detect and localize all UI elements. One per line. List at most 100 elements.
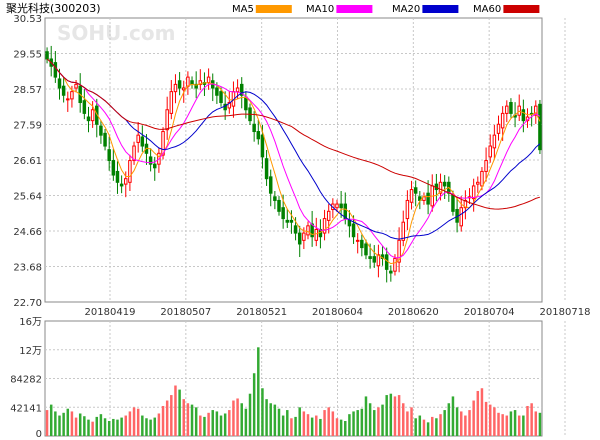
- volume-bar: [128, 411, 132, 436]
- candle-body: [492, 134, 497, 149]
- volume-bar: [74, 417, 78, 436]
- volume-bar: [132, 407, 136, 436]
- volume-bar: [373, 410, 376, 436]
- volume-bar: [178, 389, 181, 436]
- ma60-line: [46, 58, 541, 210]
- volume-bar: [319, 418, 322, 436]
- candle-body: [281, 207, 285, 220]
- legend-swatch-ma20: [422, 5, 459, 13]
- volume-tick-label: 84282: [10, 375, 42, 386]
- volume-bar: [381, 404, 384, 436]
- volume-bar: [414, 418, 417, 436]
- candle-body: [335, 203, 339, 209]
- volume-bar: [335, 418, 339, 436]
- candle-body: [256, 131, 261, 140]
- volume-bar: [426, 422, 430, 436]
- stock-title: 聚光科技(300203): [6, 1, 101, 15]
- price-tick-label: 27.59: [13, 121, 42, 132]
- candle-body: [364, 243, 368, 256]
- volume-bar: [211, 410, 214, 436]
- candle-body: [459, 207, 463, 227]
- volume-bar: [402, 403, 405, 436]
- candle-body: [182, 87, 186, 91]
- candle-body: [153, 163, 157, 169]
- legend-swatch-ma60: [503, 5, 540, 13]
- volume-bar: [385, 395, 388, 436]
- volume-bar: [170, 395, 173, 436]
- volume-bar: [149, 419, 152, 436]
- volume-bar: [190, 404, 194, 436]
- legend-swatch-ma5: [255, 5, 292, 13]
- volume-bar: [199, 415, 202, 436]
- volume-bar: [228, 410, 231, 436]
- volume-bar: [236, 398, 239, 436]
- volume-bar: [87, 419, 90, 436]
- volume-bar: [447, 403, 451, 436]
- volume-bar: [203, 416, 206, 436]
- candle-body: [140, 136, 145, 147]
- volume-bar: [418, 415, 422, 436]
- volume-bar: [232, 400, 235, 436]
- candle-body: [103, 132, 107, 147]
- volume-bar: [78, 413, 82, 436]
- volume-bar: [145, 418, 148, 436]
- price-tick-label: 23.68: [13, 263, 42, 274]
- volume-bar: [513, 410, 517, 436]
- volume-bar: [273, 404, 277, 436]
- legend-label-ma20: MA20: [392, 4, 420, 15]
- candle-body: [438, 181, 443, 194]
- price-tick-label: 24.66: [13, 227, 42, 238]
- candle-body: [124, 178, 128, 185]
- volume-bar: [174, 385, 177, 436]
- volume-bar: [70, 411, 74, 436]
- volume-bar: [534, 411, 538, 436]
- candle-body: [128, 160, 132, 183]
- candle-body: [413, 187, 418, 194]
- candle-body: [61, 85, 66, 96]
- volume-bar: [112, 418, 115, 436]
- candle-body: [161, 131, 165, 156]
- volume-bar: [530, 403, 533, 436]
- candle-body: [480, 170, 484, 187]
- volume-bar: [422, 419, 426, 436]
- candle-body: [401, 221, 405, 241]
- candle-body: [82, 100, 87, 114]
- volume-bar: [298, 407, 301, 436]
- volume-bar: [348, 414, 351, 436]
- candle-body: [111, 160, 116, 176]
- candle-body: [285, 219, 290, 223]
- volume-bar: [484, 401, 488, 436]
- candle-body: [476, 181, 480, 185]
- volume-bar: [286, 410, 289, 436]
- price-tick-label: 25.64: [13, 192, 42, 203]
- volume-bar: [95, 416, 99, 436]
- candle-body: [215, 87, 219, 96]
- volume-bar: [290, 418, 293, 436]
- candle-body: [177, 80, 182, 89]
- candle-body: [426, 192, 430, 205]
- volume-bar: [538, 412, 542, 436]
- volume-bar: [302, 411, 306, 436]
- volume-bar: [182, 399, 185, 436]
- volume-bar: [377, 407, 380, 436]
- volume-bar: [223, 413, 227, 436]
- price-tick-label: 29.55: [13, 50, 42, 61]
- volume-bar: [459, 411, 463, 436]
- volume-bar: [468, 410, 471, 436]
- candle-body: [99, 125, 103, 136]
- volume-bar: [91, 421, 94, 436]
- candle-body: [289, 219, 294, 223]
- volume-bar: [62, 412, 65, 436]
- volume-tick-label: 0: [36, 429, 42, 440]
- candle-body: [260, 134, 265, 158]
- volume-bar: [265, 399, 268, 436]
- candle-body: [45, 51, 49, 60]
- candle-body: [442, 181, 447, 187]
- candle-body: [355, 239, 360, 242]
- date-label: 20180620: [388, 307, 439, 318]
- candle-body: [505, 105, 509, 114]
- volume-bar: [103, 418, 107, 436]
- candle-body: [521, 109, 526, 122]
- candle-body: [165, 109, 169, 131]
